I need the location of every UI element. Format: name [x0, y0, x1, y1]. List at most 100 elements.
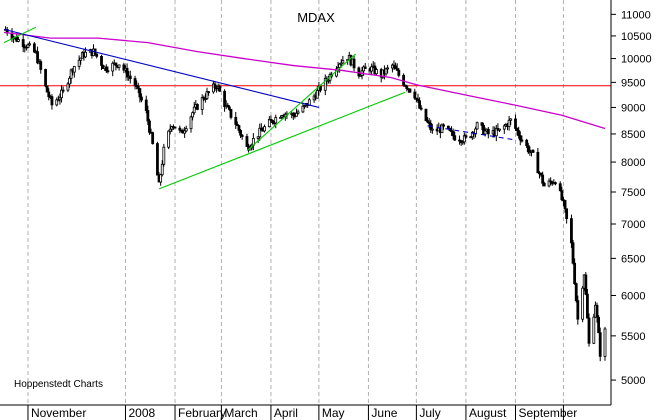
price-candle [413, 91, 417, 99]
price-candle [419, 107, 423, 110]
price-candle [515, 128, 519, 132]
price-candle [418, 100, 421, 109]
price-candle [341, 60, 345, 64]
price-candle [526, 145, 530, 153]
price-candle [549, 180, 553, 183]
price-candle [55, 99, 59, 106]
price-candle [140, 96, 143, 101]
trendline [3, 26, 37, 44]
price-candle [339, 62, 343, 65]
price-candle [327, 79, 330, 82]
price-candle [384, 68, 388, 75]
price-candle [95, 53, 99, 57]
price-candle [584, 274, 588, 295]
trendline [246, 53, 357, 152]
price-candle [539, 172, 543, 176]
price-candle [146, 110, 150, 122]
price-candle [509, 118, 513, 121]
price-candle [416, 98, 420, 102]
price-candle [301, 105, 305, 113]
price-bars [4, 26, 607, 362]
price-candle [319, 85, 322, 91]
vertical-grid [27, 0, 564, 405]
price-candle [581, 287, 585, 320]
price-candle [571, 242, 575, 264]
price-candle [84, 51, 87, 58]
price-candle [542, 182, 546, 187]
price-candle [517, 130, 521, 137]
y-axis: 5000 5500 6000 6500 7000 7500 8000 8500 9000 9500… [611, 9, 652, 387]
x-tick-label: April [274, 406, 298, 420]
price-candle [258, 127, 262, 138]
price-candle [573, 262, 577, 285]
price-candle [296, 111, 300, 114]
price-candle [229, 108, 233, 118]
price-candle [528, 151, 532, 154]
price-candle [587, 317, 591, 344]
price-candle [514, 118, 517, 129]
price-candle [482, 124, 485, 135]
x-tick-label: 2008 [128, 406, 155, 420]
price-candle [520, 139, 524, 142]
price-candle [303, 105, 306, 107]
price-candle [223, 90, 226, 107]
price-candle [502, 125, 506, 130]
price-candle [536, 151, 540, 174]
price-candle [45, 85, 49, 93]
price-candle [213, 83, 217, 89]
price-candle [156, 143, 159, 176]
trendline [158, 91, 406, 190]
x-tick-label: June [371, 406, 397, 420]
price-candle [178, 127, 182, 131]
price-candle [525, 139, 529, 146]
price-candle [26, 44, 30, 48]
price-candle [403, 84, 407, 87]
price-candle [183, 130, 187, 134]
price-candle [144, 99, 148, 111]
price-candle [461, 141, 465, 144]
price-candle [531, 149, 535, 153]
price-candle [453, 135, 457, 141]
price-candle [100, 55, 103, 66]
moving-average-line [3, 31, 606, 130]
price-candle [440, 124, 444, 134]
price-candle [267, 119, 271, 128]
overlay-lines [3, 26, 606, 190]
trendline [3, 28, 320, 108]
price-candle [36, 51, 39, 64]
price-candle [168, 128, 172, 132]
price-candle [541, 174, 545, 184]
price-candle [234, 116, 238, 125]
price-candle [173, 126, 177, 129]
y-tick-label: 9500 [621, 77, 645, 89]
price-candle [196, 104, 199, 110]
x-tick-label: November [31, 406, 86, 420]
price-candle [263, 126, 266, 132]
price-candle [50, 96, 54, 106]
price-candle [395, 68, 399, 71]
y-tick-label: 6000 [621, 290, 645, 302]
price-candle [79, 57, 83, 61]
price-candle [586, 293, 589, 319]
price-candle [167, 130, 171, 148]
price-candle [391, 64, 394, 69]
x-tick-label: July [419, 406, 440, 420]
price-candle [69, 69, 73, 79]
price-candle [32, 43, 36, 53]
chart-credit: Hoppenstedt Charts [14, 379, 103, 390]
y-tick-label: 6500 [621, 253, 645, 265]
price-candle [427, 121, 431, 124]
price-candle [191, 112, 195, 118]
price-candle [77, 59, 81, 67]
price-candle [128, 75, 132, 79]
price-candle [125, 67, 129, 78]
price-candle [386, 67, 390, 70]
price-candle [192, 106, 196, 114]
price-candle [237, 125, 241, 131]
price-candle [60, 89, 63, 99]
y-tick-label: 11000 [621, 9, 651, 21]
price-candle [16, 39, 20, 42]
price-candle [259, 127, 263, 131]
price-candle [205, 91, 209, 99]
price-candle [394, 65, 398, 70]
